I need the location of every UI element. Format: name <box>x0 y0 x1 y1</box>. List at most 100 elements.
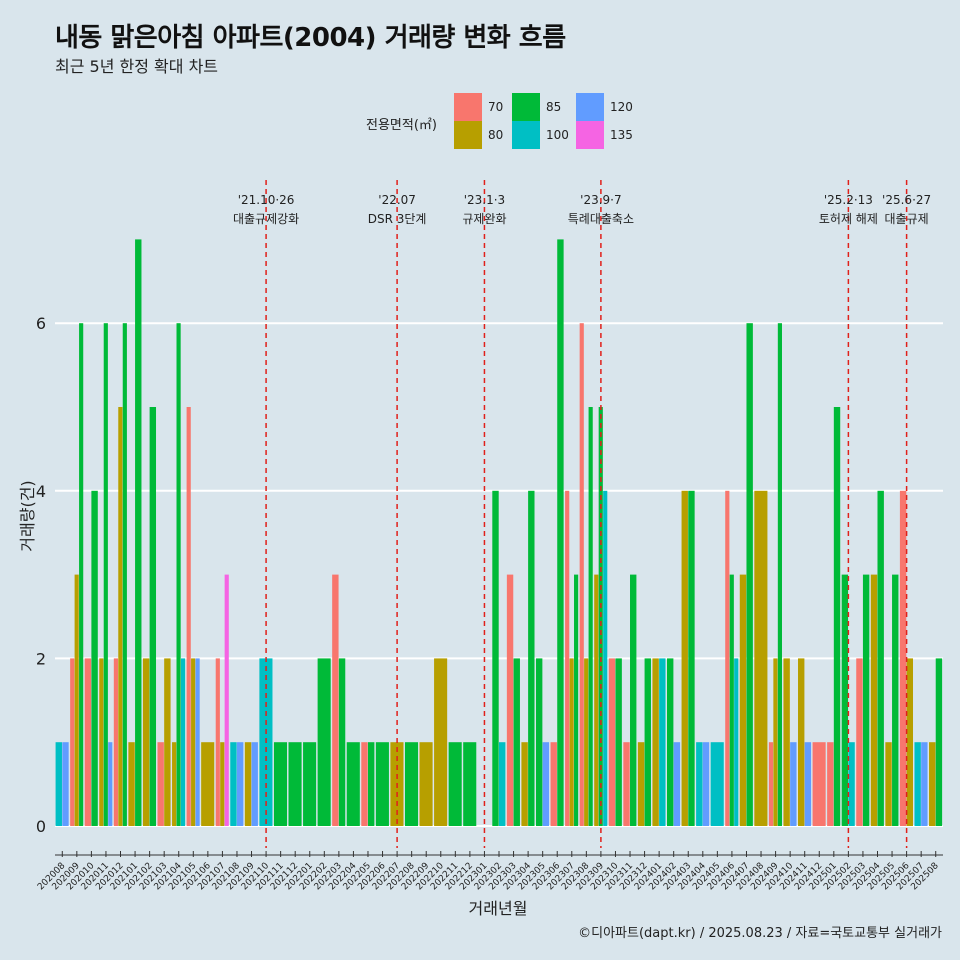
bar-202112-85 <box>288 742 302 826</box>
bar-202107-135 <box>224 574 229 826</box>
bar-202101-85 <box>135 239 142 826</box>
bar-202104-100 <box>180 658 186 826</box>
bar-202410-120 <box>790 742 797 826</box>
bar-202201-85 <box>303 742 317 826</box>
bar-202503-85 <box>862 574 870 826</box>
bar-202203-70 <box>332 574 339 826</box>
bar-202305-85 <box>535 658 543 826</box>
x-axis-title: 거래년월 <box>469 899 528 918</box>
y-tick-label: 0 <box>36 817 46 836</box>
bar-202309-100 <box>603 490 608 826</box>
bar-202507-120 <box>921 742 928 826</box>
bar-202404-120 <box>702 742 710 826</box>
y-axis-title: 거래량(건) <box>18 480 37 551</box>
bar-202307-70 <box>565 490 570 826</box>
bar-202108-100 <box>230 742 237 826</box>
y-tick-label: 6 <box>36 314 46 333</box>
bar-202209-80 <box>419 742 433 826</box>
bar-202202-85 <box>317 658 331 826</box>
bar-202107-80 <box>220 742 225 826</box>
bar-202409-70 <box>768 742 774 826</box>
bar-202308-70 <box>579 323 584 826</box>
bar-202507-100 <box>914 742 921 826</box>
bar-202102-80 <box>142 658 150 826</box>
bar-202011-85 <box>103 323 108 826</box>
bar-202105-120 <box>195 658 200 826</box>
bar-202402-120 <box>673 742 681 826</box>
bar-202104-85 <box>176 323 181 826</box>
legend-label-70: 70 <box>488 100 504 114</box>
bar-202310-85 <box>615 658 622 826</box>
bar-202506-70 <box>899 490 907 826</box>
legend-swatch-135 <box>576 121 604 149</box>
bar-202104-80 <box>172 742 177 826</box>
bar-202405-100 <box>710 742 724 826</box>
bar-202401-80 <box>652 658 659 826</box>
bar-202303-85 <box>513 658 520 826</box>
bar-202306-85 <box>557 239 564 826</box>
bar-202406-70 <box>725 490 730 826</box>
bar-202008-100 <box>55 742 62 826</box>
event-date: '21.10·26 <box>238 193 295 207</box>
bar-202103-80 <box>164 658 171 826</box>
bar-202010-70 <box>84 658 92 826</box>
bar-202411-80 <box>798 658 805 826</box>
bar-202107-70 <box>215 658 220 826</box>
bar-202504-85 <box>877 490 884 826</box>
bar-202308-80 <box>584 658 589 826</box>
bar-202508-85 <box>935 658 943 826</box>
bar-202505-85 <box>892 574 899 826</box>
bar-202012-85 <box>122 323 127 826</box>
event-label: DSR 3단계 <box>368 212 427 226</box>
legend-swatch-85 <box>512 93 540 121</box>
bar-202312-80 <box>637 742 645 826</box>
bar-202311-70 <box>623 742 630 826</box>
bar-202305-120 <box>542 742 550 826</box>
bar-202504-80 <box>870 574 878 826</box>
caption: ©디아파트(dapt.kr) / 2025.08.23 / 자료=국토교통부 실… <box>578 926 942 941</box>
event-date: '22.07 <box>378 193 416 207</box>
bar-202211-85 <box>448 742 462 826</box>
legend-title: 전용면적(㎡) <box>366 118 437 133</box>
bar-202009-85 <box>79 323 84 826</box>
bar-202012-70 <box>113 658 118 826</box>
event-label: 대출규제 <box>885 212 929 226</box>
bar-202205-70 <box>361 742 368 826</box>
bar-202501-85 <box>833 407 841 826</box>
bar-202009-70 <box>70 658 75 826</box>
legend-swatch-100 <box>512 121 540 149</box>
bar-202403-80 <box>681 490 688 826</box>
legend-swatch-120 <box>576 93 604 121</box>
bar-202010-85 <box>91 490 98 826</box>
bar-202503-70 <box>856 658 863 826</box>
legend-label-135: 135 <box>610 128 633 142</box>
bar-202203-85 <box>338 658 346 826</box>
event-date: '25.2·13 <box>824 193 873 207</box>
event-label: 규제완화 <box>462 212 506 226</box>
bar-202506-80 <box>906 658 914 826</box>
bar-202410-80 <box>783 658 790 826</box>
bar-202106-80 <box>201 742 215 826</box>
bar-202204-85 <box>346 742 360 826</box>
bar-202210-80 <box>434 658 448 826</box>
bar-202402-85 <box>666 658 674 826</box>
bar-202404-100 <box>696 742 703 826</box>
bar-202409-80 <box>773 658 778 826</box>
bar-202508-80 <box>929 742 936 826</box>
bar-202505-80 <box>885 742 892 826</box>
bar-202102-85 <box>149 407 157 826</box>
bar-202105-80 <box>191 658 196 826</box>
bar-202407-80 <box>739 574 747 826</box>
bar-202304-80 <box>521 742 528 826</box>
bar-202308-85 <box>588 407 593 826</box>
bar-202411-120 <box>804 742 812 826</box>
bar-202008-120 <box>62 742 69 826</box>
bar-202303-70 <box>506 574 514 826</box>
bar-202403-85 <box>688 490 695 826</box>
bar-202109-120 <box>251 742 258 826</box>
bar-202311-85 <box>630 574 637 826</box>
bar-202105-70 <box>186 407 191 826</box>
event-label: 대출규제강화 <box>233 212 299 226</box>
bar-202302-85 <box>492 490 499 826</box>
bar-202009-80 <box>74 574 79 826</box>
